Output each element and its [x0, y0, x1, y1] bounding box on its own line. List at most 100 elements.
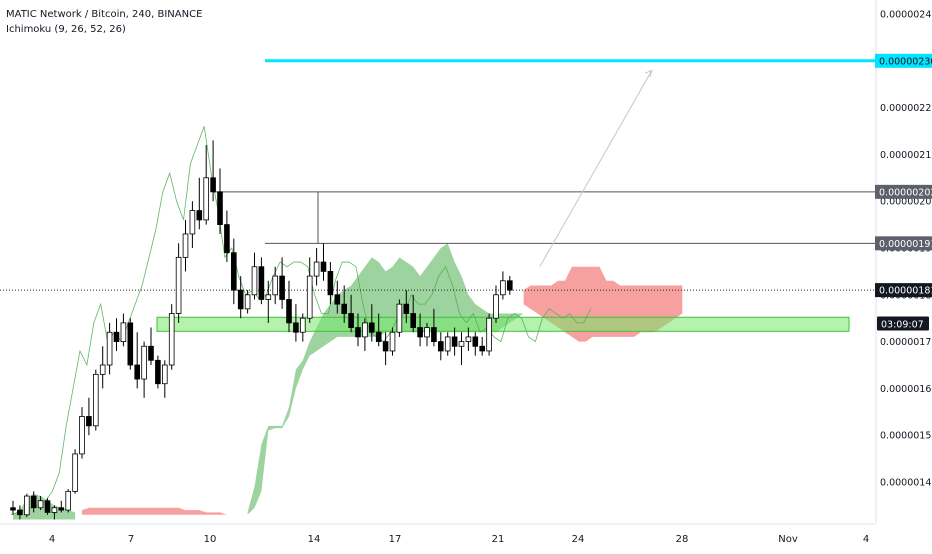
candle-body	[217, 191, 223, 225]
candle-body	[465, 336, 472, 343]
candle-body	[327, 270, 334, 296]
candle-body	[403, 303, 410, 314]
candle-body	[272, 275, 278, 296]
price-label-level: 0.00000202	[879, 187, 932, 198]
time-tick-label: 21	[492, 534, 505, 545]
projection-arrow	[539, 69, 653, 267]
candle-body	[141, 345, 147, 380]
candles-group	[10, 140, 513, 520]
countdown-label-bg	[877, 316, 929, 331]
candle-body	[299, 317, 306, 333]
time-tick-label: Nov	[778, 534, 798, 545]
candle-body	[375, 331, 382, 342]
candle-body	[431, 327, 437, 342]
price-label-target: 0.00000230	[879, 56, 932, 67]
candle-body	[306, 275, 313, 319]
candle-body	[382, 341, 389, 352]
candle-body	[486, 317, 492, 352]
price-label-last: 0.00000181	[879, 286, 932, 297]
time-axis: 4 7 10 14 17 21 24 28 Nov 4	[0, 523, 876, 545]
candle-body	[265, 294, 272, 300]
candle-body	[196, 210, 203, 221]
price-label-bg-target	[875, 53, 932, 68]
time-tick-label: 4	[863, 534, 869, 545]
candle-body	[313, 261, 320, 277]
candle-body	[458, 341, 465, 347]
projection-arrow-head	[644, 69, 653, 78]
candle-body	[348, 313, 354, 328]
price-tick-label: 0.00000150	[880, 431, 932, 442]
symbol-title: MATIC Network / Bitcoin, 240, BINANCE	[6, 9, 203, 20]
candle-body	[51, 507, 58, 513]
candle-body	[444, 336, 451, 352]
candle-body	[451, 336, 458, 347]
candle-body	[396, 303, 403, 333]
candle-body	[320, 261, 327, 272]
price-tick-label: 0.00000200	[880, 197, 932, 208]
support-zone	[156, 316, 850, 332]
candle-body	[500, 280, 506, 296]
candle-body	[72, 453, 78, 492]
candle-body	[65, 490, 72, 511]
candle-body	[182, 233, 189, 258]
price-tick-label: 0.00000240	[880, 10, 932, 21]
time-tick-label: 10	[204, 534, 217, 545]
candle-body	[286, 299, 292, 324]
price-tick-label: 0.00000160	[880, 384, 932, 395]
candle-body	[134, 364, 141, 380]
candle-body	[79, 416, 85, 455]
kumo-segment-bull	[247, 243, 524, 515]
price-tick-label: 0.00000220	[880, 103, 932, 114]
candle-body	[37, 500, 44, 509]
time-tick-label: 4	[49, 534, 55, 545]
candle-body	[341, 303, 347, 314]
candle-body	[244, 294, 251, 310]
price-label-bg-last	[875, 283, 932, 298]
candle-body	[424, 327, 430, 338]
price-label-bg-level	[875, 184, 932, 199]
price-tick-label: 0.00000140	[880, 478, 932, 489]
candle-body	[148, 345, 154, 361]
candle-body	[417, 327, 423, 338]
candle-body	[279, 275, 285, 300]
candle-body	[99, 364, 106, 375]
ichimoku-cloud	[13, 243, 683, 520]
countdown-label: 03:09:07	[881, 320, 924, 331]
time-tick-label: 7	[128, 534, 134, 545]
candle-body	[17, 509, 23, 516]
candle-body	[334, 294, 341, 305]
candle-body	[127, 322, 134, 366]
price-tick-label: 0.00000170	[880, 337, 932, 348]
candle-body	[58, 507, 65, 511]
candle-body	[203, 177, 210, 221]
candle-body	[362, 322, 368, 338]
candle-body	[493, 294, 499, 319]
time-tick-label: 24	[572, 534, 585, 545]
candle-body	[10, 507, 16, 511]
time-tick-label: 28	[676, 534, 689, 545]
candle-body	[389, 331, 396, 352]
candle-body	[93, 373, 99, 427]
candle-body	[355, 327, 361, 338]
candle-body	[161, 364, 168, 385]
candle-body	[230, 252, 237, 291]
candle-body	[175, 256, 182, 314]
price-tick-label: 0.00000210	[880, 150, 932, 161]
price-label-bg-level	[875, 236, 932, 251]
candle-body	[210, 177, 216, 193]
candle-body	[258, 266, 265, 300]
kumo-segment-bear	[82, 507, 248, 515]
candle-body	[479, 345, 485, 352]
candle-body	[86, 416, 92, 427]
horizontal-levels	[0, 59, 876, 291]
indicator-legend[interactable]: Ichimoku (9, 26, 52, 26)	[6, 24, 126, 35]
price-label-level: 0.00000191	[879, 239, 932, 250]
candle-body	[189, 210, 196, 235]
candle-body	[506, 280, 513, 291]
candle-body	[224, 224, 230, 254]
candle-body	[437, 341, 444, 352]
candle-body	[44, 500, 51, 513]
candle-body	[113, 331, 120, 342]
